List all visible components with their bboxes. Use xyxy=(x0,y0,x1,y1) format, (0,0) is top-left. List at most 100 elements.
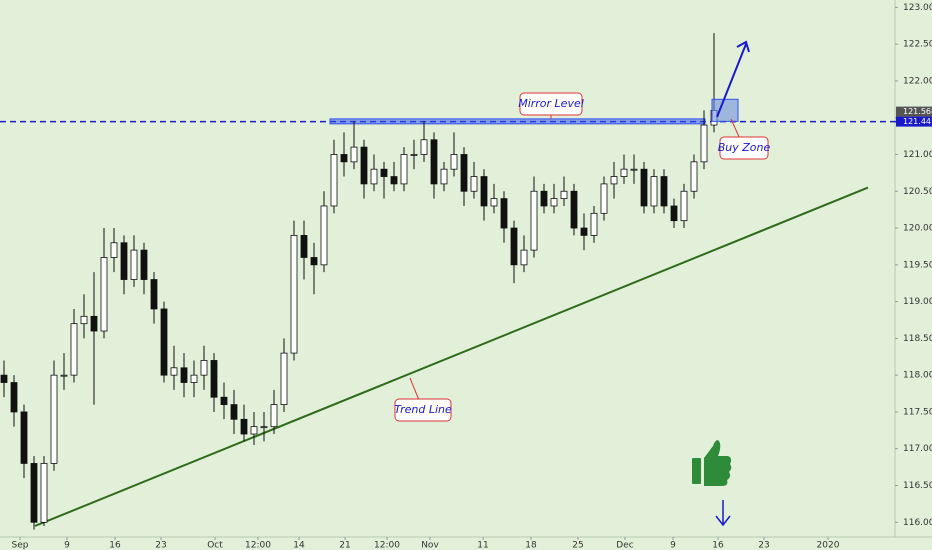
candle-body xyxy=(150,279,158,310)
x-tick-label: Sep xyxy=(12,541,29,550)
candle-body xyxy=(470,176,478,192)
candle-body xyxy=(370,168,378,185)
y-tick-label: 123.000 xyxy=(903,3,932,13)
y-tick-label: 117.500 xyxy=(903,407,932,417)
candle-body xyxy=(300,234,308,258)
x-tick-label: 14 xyxy=(293,541,305,550)
candle-body xyxy=(190,374,198,383)
candle-body xyxy=(420,139,428,155)
y-tick-label: 122.000 xyxy=(903,76,932,86)
mirror-level-label-box xyxy=(519,92,583,116)
candle-body xyxy=(10,382,18,413)
y-tick-label: 118.500 xyxy=(903,334,932,344)
x-tick-label: 21 xyxy=(339,541,350,550)
candle-body xyxy=(570,190,578,229)
thumbs-up-icon xyxy=(692,440,732,486)
candle-body xyxy=(40,463,48,523)
trend-line-label-box xyxy=(394,398,452,422)
trend-line-label: Trend Line xyxy=(394,403,452,416)
candle-body xyxy=(340,154,348,163)
buy-zone-label: Buy Zone xyxy=(718,141,771,154)
x-tick-label: 11 xyxy=(477,541,488,550)
price-badge xyxy=(896,106,932,117)
candle-body xyxy=(630,168,638,171)
candle-body xyxy=(250,426,258,435)
candle-body xyxy=(200,360,208,376)
x-tick-label: Nov xyxy=(421,541,439,550)
y-tick-label: 120.000 xyxy=(903,224,932,234)
candle-body xyxy=(390,176,398,185)
candle-body xyxy=(550,198,558,207)
candle-body xyxy=(330,154,338,207)
candle-body xyxy=(560,190,568,200)
candle-body xyxy=(270,404,278,428)
candle-body xyxy=(230,404,238,420)
candle-body xyxy=(170,367,178,376)
x-tick-label: 16 xyxy=(712,541,724,550)
y-tick-label: 122.500 xyxy=(903,40,932,50)
candle-body xyxy=(30,463,38,523)
trend-line xyxy=(34,186,869,527)
candle-body xyxy=(490,198,498,207)
candle-body xyxy=(410,154,418,156)
candle-body xyxy=(400,154,408,185)
y-tick-label: 120.500 xyxy=(903,187,932,197)
candle-body xyxy=(450,154,458,170)
x-tick-label: 12:00 xyxy=(245,541,271,550)
candle-body xyxy=(460,154,468,192)
y-tick-label: 116.500 xyxy=(903,481,932,491)
candle-body xyxy=(600,183,608,214)
candle-body xyxy=(100,257,108,332)
candle-body xyxy=(360,146,368,185)
candle-body xyxy=(240,418,248,435)
y-tick-label: 118.000 xyxy=(903,371,932,381)
candle-body xyxy=(680,190,688,222)
candle-body xyxy=(80,315,88,325)
buy-zone xyxy=(711,98,739,122)
x-tick-label: 9 xyxy=(64,541,70,550)
x-tick-label: 18 xyxy=(525,541,537,550)
candle-body xyxy=(0,374,8,383)
candle-body xyxy=(180,367,188,383)
candle-body xyxy=(500,198,508,229)
candle-body xyxy=(210,360,218,398)
candle-body xyxy=(430,139,438,185)
y-tick-label: 117.000 xyxy=(903,444,932,454)
x-tick-label: 2020 xyxy=(817,541,840,550)
candle-body xyxy=(580,227,588,236)
candle-body xyxy=(540,190,548,207)
candle-body xyxy=(70,323,78,376)
buy-zone-label-box xyxy=(719,136,769,160)
candle-body xyxy=(220,396,228,405)
price-badge xyxy=(896,116,932,127)
candle-body xyxy=(670,205,678,222)
price-badge-label: 121.447 xyxy=(903,117,932,126)
candle-body xyxy=(20,411,28,464)
candle-body xyxy=(690,161,698,192)
y-tick-label: 116.000 xyxy=(903,518,932,528)
candle-body xyxy=(620,168,628,177)
candle-body xyxy=(310,257,318,266)
candle-body xyxy=(290,234,298,354)
x-tick-label: 9 xyxy=(670,541,676,550)
candle-body xyxy=(280,352,288,405)
candle-body xyxy=(110,242,118,258)
candle-body xyxy=(130,249,138,280)
y-tick-label: 121.000 xyxy=(903,150,932,160)
price-badge-label: 121.568 xyxy=(903,107,932,116)
x-tick-label: 12:00 xyxy=(374,541,400,550)
candle-body xyxy=(700,124,708,163)
x-tick-label: 23 xyxy=(155,541,166,550)
candle-body xyxy=(50,374,58,464)
candle-body xyxy=(530,190,538,251)
x-tick-label: 16 xyxy=(109,541,121,550)
y-tick-label: 119.000 xyxy=(903,297,932,307)
candle-body xyxy=(640,168,648,207)
up-arrow xyxy=(716,40,750,118)
candle-body xyxy=(610,176,618,185)
candle-body xyxy=(650,176,658,207)
candle-body xyxy=(510,227,518,266)
mirror-level-label: Mirror Level xyxy=(518,97,584,110)
y-tick-label: 119.500 xyxy=(903,260,932,270)
